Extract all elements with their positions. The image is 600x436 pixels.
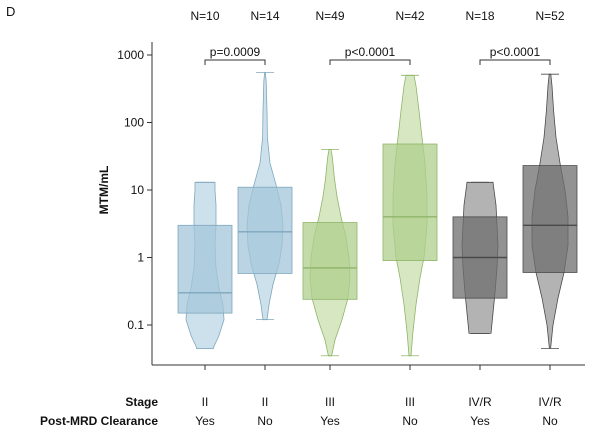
clearance-label: Yes	[320, 414, 340, 428]
comparison-bracket: p<0.0001	[479, 45, 551, 65]
violin-group: N=49 III Yes	[302, 9, 358, 428]
clearance-label: No	[542, 414, 558, 428]
p-value-label: p<0.0001	[490, 45, 541, 59]
violin-group: N=14 II No	[237, 9, 293, 428]
n-label: N=10	[190, 9, 219, 23]
y-tick-label: 10	[131, 183, 145, 197]
box-iqr	[237, 186, 293, 274]
box-iqr	[522, 165, 578, 273]
clearance-label: Yes	[470, 414, 490, 428]
y-tick-label: 1000	[117, 48, 144, 62]
clearance-label: No	[257, 414, 273, 428]
violin-group: N=10 II Yes	[177, 9, 233, 428]
violin-group: N=18 IV/R Yes	[452, 9, 508, 428]
violin-group: N=42 III No	[382, 9, 438, 428]
p-value-label: p=0.0009	[210, 45, 261, 59]
stage-label: III	[405, 395, 415, 409]
box-iqr	[302, 222, 358, 300]
violin-group: N=52 IV/R No	[522, 9, 578, 428]
n-label: N=18	[465, 9, 494, 23]
stage-label: IV/R	[468, 395, 492, 409]
clearance-label: Yes	[195, 414, 215, 428]
y-tick-label: 1	[137, 251, 144, 265]
n-label: N=14	[250, 9, 279, 23]
comparison-bracket: p=0.0009	[204, 45, 266, 65]
box-iqr	[177, 224, 233, 314]
panel-label: D	[6, 4, 15, 19]
comparison-bracket: p<0.0001	[329, 45, 411, 65]
bracket-line	[479, 59, 551, 65]
bracket-line	[204, 59, 266, 65]
bracket-line	[329, 59, 411, 65]
row-label-clearance: Post-MRD Clearance	[40, 414, 158, 428]
y-tick-label: 100	[124, 116, 144, 130]
stage-label: II	[202, 395, 209, 409]
plot-area: 0.1 1 10 100 1000 Stage Post-MRD Clearance N=10…	[40, 9, 585, 428]
row-label-stage: Stage	[125, 395, 158, 409]
stage-label: II	[262, 395, 269, 409]
box-iqr	[382, 143, 438, 261]
clearance-label: No	[402, 414, 418, 428]
n-label: N=49	[315, 9, 344, 23]
y-tick-label: 0.1	[127, 318, 144, 332]
n-label: N=42	[395, 9, 424, 23]
stage-label: IV/R	[538, 395, 562, 409]
stage-label: III	[325, 395, 335, 409]
p-value-label: p<0.0001	[345, 45, 396, 59]
y-axis-label: MTM/mL	[97, 166, 111, 215]
n-label: N=52	[535, 9, 564, 23]
